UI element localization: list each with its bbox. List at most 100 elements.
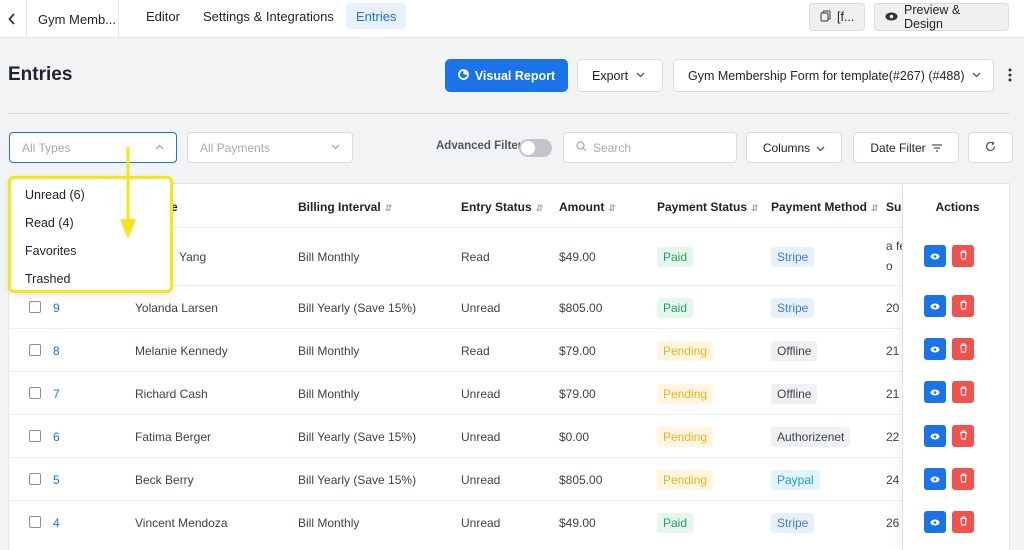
visual-report-label: Visual Report (474, 68, 556, 83)
chevron-down-icon (636, 70, 645, 81)
delete-entry-button[interactable] (952, 295, 974, 317)
entry-name: Fatima Berger (135, 429, 212, 444)
table-header-amount[interactable]: Amount ⇵ (559, 200, 616, 214)
entry-billing: Bill Yearly (Save 15%) (298, 429, 417, 444)
entry-id-link[interactable]: 5 (53, 472, 60, 487)
view-entry-button[interactable] (924, 245, 946, 267)
kebab-icon[interactable] (1003, 64, 1017, 86)
dropdown-option-unread[interactable]: Unread (6) (25, 188, 85, 202)
entry-type-select[interactable]: All Types (9, 132, 177, 163)
form-selector[interactable]: Gym Membership Form for template(#267) (… (673, 59, 994, 92)
entry-billing: Bill Yearly (Save 15%) (298, 472, 417, 487)
row-checkbox[interactable] (29, 473, 41, 485)
entry-status: Unread (461, 472, 501, 487)
chevron-down-icon (972, 70, 981, 81)
table-row[interactable]: 9 Yolanda Larsen Bill Yearly (Save 15%) … (9, 285, 1009, 328)
entry-id-link[interactable]: 9 (53, 300, 60, 315)
table-row[interactable]: 5 Beck Berry Bill Yearly (Save 15%) Unre… (9, 457, 1009, 500)
row-checkbox[interactable] (29, 387, 41, 399)
trash-icon (959, 383, 968, 401)
shortcode-button[interactable]: [f... (809, 3, 865, 31)
entry-billing: Bill Yearly (Save 15%) (298, 300, 417, 315)
row-checkbox[interactable] (29, 516, 41, 528)
export-label: Export (592, 68, 629, 83)
entry-name: Vincent Mendoza (135, 515, 228, 530)
payment-status-badge: Pending (657, 469, 714, 490)
view-entry-button[interactable] (924, 511, 946, 533)
eye-icon (930, 247, 940, 265)
entry-status: Read (461, 250, 490, 264)
eye-icon (885, 10, 898, 24)
dropdown-option-trashed[interactable]: Trashed (25, 272, 71, 286)
eye-icon (930, 340, 940, 358)
payment-method-badge: Offline (771, 383, 818, 404)
payment-method-badge: Paypal (771, 469, 820, 490)
table-header-payment-status[interactable]: Payment Status ⇵ (657, 200, 759, 214)
chevron-down-icon (816, 141, 825, 155)
date-filter-button[interactable]: Date Filter (853, 132, 959, 163)
entry-submitted: a fe (886, 239, 907, 253)
table-header-payment-method[interactable]: Payment Method ⇵ (771, 200, 879, 214)
delete-entry-button[interactable] (952, 245, 974, 267)
dropdown-option-read[interactable]: Read (4) (25, 216, 74, 230)
view-entry-button[interactable] (924, 468, 946, 490)
row-checkbox[interactable] (29, 301, 41, 313)
entry-id-link[interactable]: 7 (53, 386, 60, 401)
table-row[interactable]: 8 Melanie Kennedy Bill Monthly Read $79.… (9, 328, 1009, 371)
refresh-button[interactable] (968, 132, 1013, 163)
view-entry-button[interactable] (924, 381, 946, 403)
columns-button[interactable]: Columns (746, 132, 842, 163)
entry-amount: $49.00 (559, 250, 596, 264)
view-entry-button[interactable] (924, 295, 946, 317)
payment-status-badge: Pending (657, 340, 714, 361)
table-header-submitted[interactable]: Sul (886, 200, 905, 214)
search-input[interactable]: Search (563, 132, 737, 163)
preview-design-button[interactable]: Preview & Design (874, 3, 1009, 31)
entry-billing: Bill Monthly (298, 250, 360, 264)
sort-icon: ⇵ (751, 203, 759, 213)
entry-submitted: 21 (886, 343, 900, 358)
entry-id-link[interactable]: 6 (53, 429, 60, 444)
payment-select[interactable]: All Payments (187, 132, 353, 163)
delete-entry-button[interactable] (952, 381, 974, 403)
back-chevron-icon[interactable] (0, 0, 24, 38)
table-header-billing[interactable]: Billing Interval ⇵ (298, 200, 393, 214)
dropdown-option-favorites[interactable]: Favorites (25, 244, 77, 258)
view-entry-button[interactable] (924, 338, 946, 360)
table-row[interactable]: Yang Bill Monthly Read $49.00 Paid Strip… (9, 227, 1009, 285)
table-row[interactable]: 7 Richard Cash Bill Monthly Unread $79.0… (9, 371, 1009, 414)
tab-settings-integrations[interactable]: Settings & Integrations (203, 8, 334, 24)
entry-id-link[interactable]: 8 (53, 343, 60, 358)
form-title[interactable]: Gym Memb... (26, 0, 119, 38)
tab-editor[interactable]: Editor (146, 8, 180, 24)
delete-entry-button[interactable] (952, 511, 974, 533)
trash-icon (959, 513, 968, 531)
entry-name: Richard Cash (135, 386, 208, 401)
delete-entry-button[interactable] (952, 338, 974, 360)
entry-id-link[interactable]: 4 (53, 515, 60, 530)
delete-entry-button[interactable] (952, 468, 974, 490)
row-checkbox[interactable] (29, 344, 41, 356)
delete-entry-button[interactable] (952, 425, 974, 447)
table-header-name-partial: e (171, 200, 178, 214)
table-row[interactable]: 4 Vincent Mendoza Bill Monthly Unread $4… (9, 500, 1009, 543)
advanced-filter-label: Advanced Filter (436, 140, 523, 152)
top-bar: Gym Memb... Editor Settings & Integratio… (0, 0, 1024, 38)
entry-billing: Bill Monthly (298, 386, 360, 401)
visual-report-button[interactable]: Visual Report (445, 59, 568, 92)
row-checkbox[interactable] (29, 430, 41, 442)
view-entry-button[interactable] (924, 425, 946, 447)
entry-submitted: 26 (886, 515, 900, 530)
entry-submitted: 20 (886, 300, 900, 315)
advanced-filter-toggle[interactable] (519, 139, 552, 157)
tab-entries[interactable]: Entries (346, 3, 407, 29)
entry-amount: $805.00 (559, 472, 603, 487)
payment-status-badge: Paid (657, 512, 694, 533)
eye-icon (930, 297, 940, 315)
columns-label: Columns (762, 140, 811, 155)
table-header-entry-status[interactable]: Entry Status ⇵ (461, 200, 544, 214)
entry-type-placeholder: All Types (22, 140, 71, 155)
export-button[interactable]: Export (577, 59, 663, 92)
entry-submitted: 24 (886, 472, 900, 487)
table-row[interactable]: 6 Fatima Berger Bill Yearly (Save 15%) U… (9, 414, 1009, 457)
